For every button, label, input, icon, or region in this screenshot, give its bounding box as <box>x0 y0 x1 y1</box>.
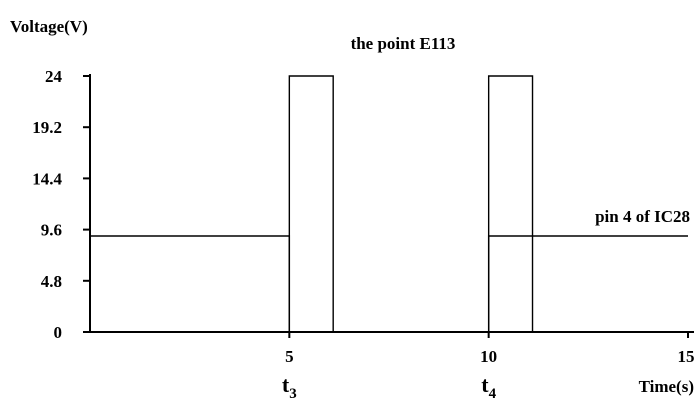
x-axis-label: Time(s) <box>639 377 694 396</box>
axes <box>83 74 694 338</box>
series-annotation: pin 4 of IC28 <box>595 207 690 226</box>
x-tick-label: 15 <box>678 347 695 366</box>
series-layer <box>90 75 688 333</box>
x-tick-label: 10 <box>480 347 497 366</box>
y-axis-label: Voltage(V) <box>10 17 88 36</box>
series-line-2 <box>90 235 688 333</box>
x-tick-label: 5 <box>285 347 294 366</box>
y-tick-label: 9.6 <box>41 221 62 240</box>
series-line-1 <box>288 75 534 333</box>
y-tick-label: 0 <box>54 323 63 342</box>
time-marker-label: t3 <box>282 372 297 402</box>
time-marker-label: t4 <box>481 372 496 402</box>
y-tick-label: 4.8 <box>41 272 62 291</box>
y-tick-label: 19.2 <box>32 118 62 137</box>
y-tick-label: 14.4 <box>32 169 62 188</box>
y-tick-label: 24 <box>45 67 63 86</box>
labels: 0 4.8 9.6 14.4 19.2 24 5 10 15 Voltage(V) Time(s) t… <box>10 17 695 402</box>
series-annotation: the point E113 <box>351 34 456 53</box>
